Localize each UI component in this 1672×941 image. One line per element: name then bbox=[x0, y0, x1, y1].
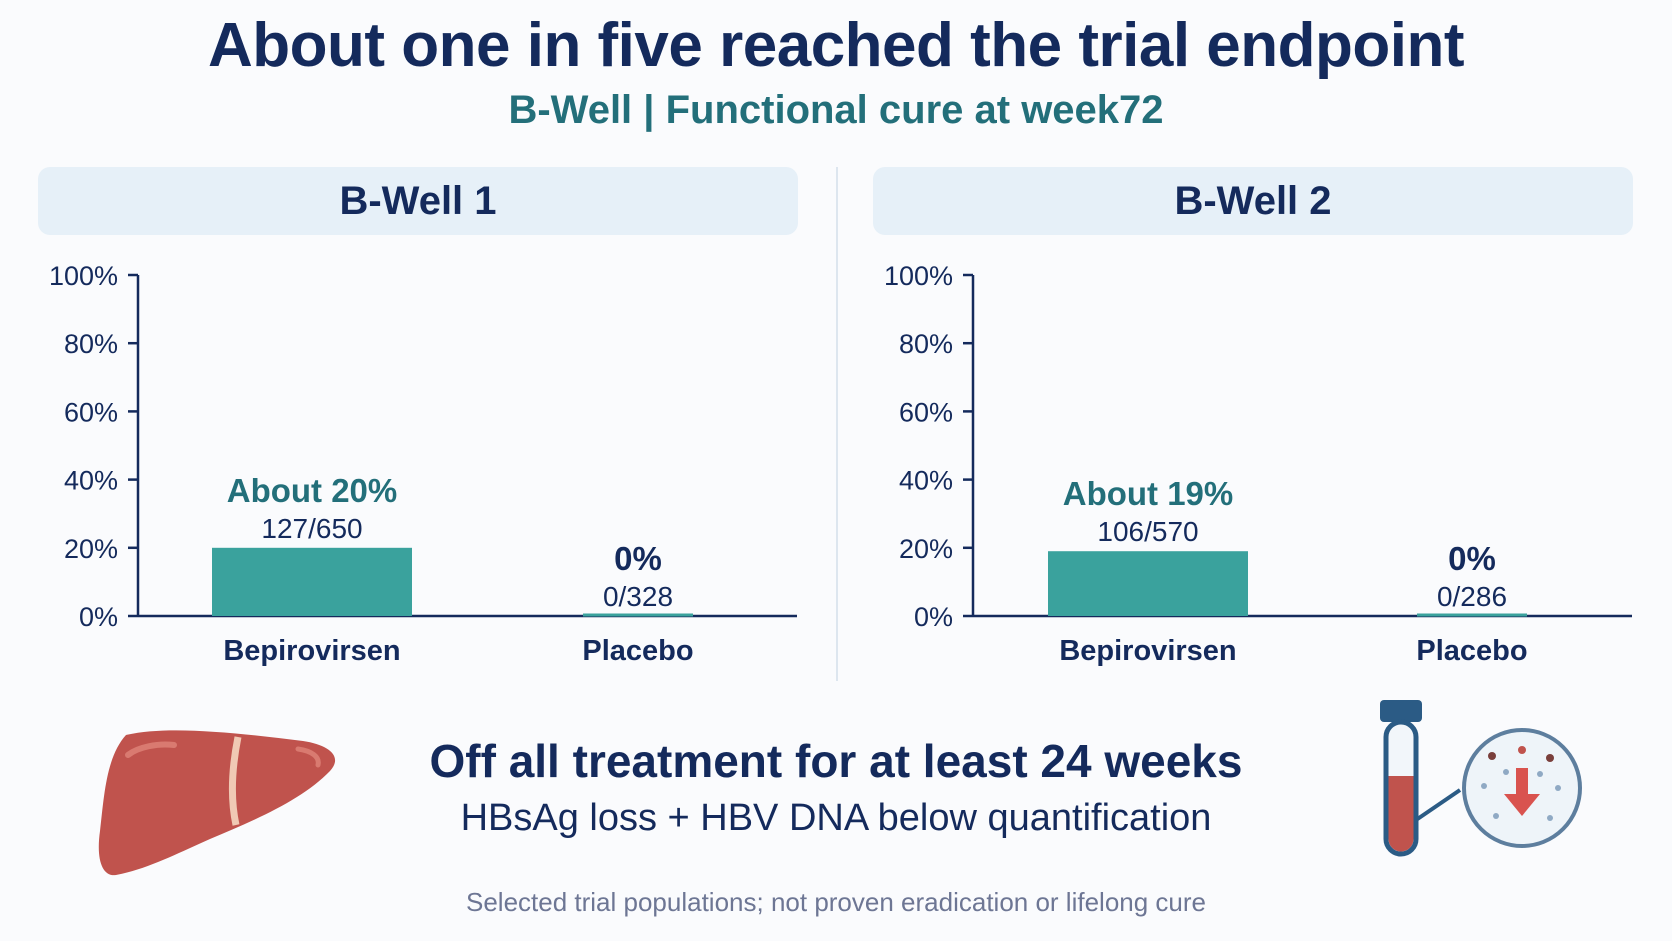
y-tick-label: 20% bbox=[64, 534, 118, 564]
x-tick-label: Bepirovirsen bbox=[223, 635, 400, 667]
y-tick-label: 20% bbox=[899, 534, 953, 564]
y-tick-label: 0% bbox=[914, 602, 953, 632]
y-tick-label: 40% bbox=[899, 466, 953, 496]
y-tick-label: 60% bbox=[899, 397, 953, 427]
y-tick-label: 80% bbox=[899, 329, 953, 359]
blood-tube-icon bbox=[1380, 700, 1582, 857]
count-label: 106/570 bbox=[1097, 516, 1198, 547]
footer-criteria: HBsAg loss + HBV DNA below quantificatio… bbox=[460, 797, 1212, 839]
value-label: About 19% bbox=[1063, 475, 1234, 512]
count-label: 0/328 bbox=[603, 581, 673, 612]
y-tick-label: 80% bbox=[64, 329, 118, 359]
count-label: 0/286 bbox=[1437, 581, 1507, 612]
footer-headline: Off all treatment for at least 24 weeks bbox=[429, 735, 1243, 787]
bar bbox=[212, 547, 412, 616]
bar-charts: 0% 20% 40% 60% 80% 100% About 20% 127/650 Bepiro… bbox=[49, 261, 1632, 667]
panel-header-b-well-2: B-Well 2 bbox=[873, 167, 1633, 235]
value-label: About 20% bbox=[227, 472, 398, 509]
liver-icon bbox=[98, 730, 336, 876]
value-label: 0% bbox=[614, 540, 662, 577]
magnifier-down-arrow-icon bbox=[1462, 728, 1582, 848]
y-tick-label: 100% bbox=[884, 261, 953, 291]
y-tick-label: 40% bbox=[64, 466, 118, 496]
y-tick-label: 0% bbox=[79, 602, 118, 632]
x-tick-label: Placebo bbox=[582, 635, 693, 667]
panel-header-b-well-1: B-Well 1 bbox=[38, 167, 798, 235]
footer-note: Selected trial populations; not proven e… bbox=[465, 887, 1206, 917]
panel-divider bbox=[836, 167, 838, 681]
page-title: About one in five reached the trial endp… bbox=[208, 11, 1465, 80]
bar bbox=[1048, 551, 1248, 616]
y-tick-label: 60% bbox=[64, 397, 118, 427]
page-subtitle: B-Well | Functional cure at week72 bbox=[508, 88, 1164, 132]
x-tick-label: Placebo bbox=[1416, 635, 1527, 667]
y-tick-label: 100% bbox=[49, 261, 118, 291]
count-label: 127/650 bbox=[261, 513, 362, 544]
value-label: 0% bbox=[1448, 540, 1496, 577]
x-tick-label: Bepirovirsen bbox=[1059, 635, 1236, 667]
